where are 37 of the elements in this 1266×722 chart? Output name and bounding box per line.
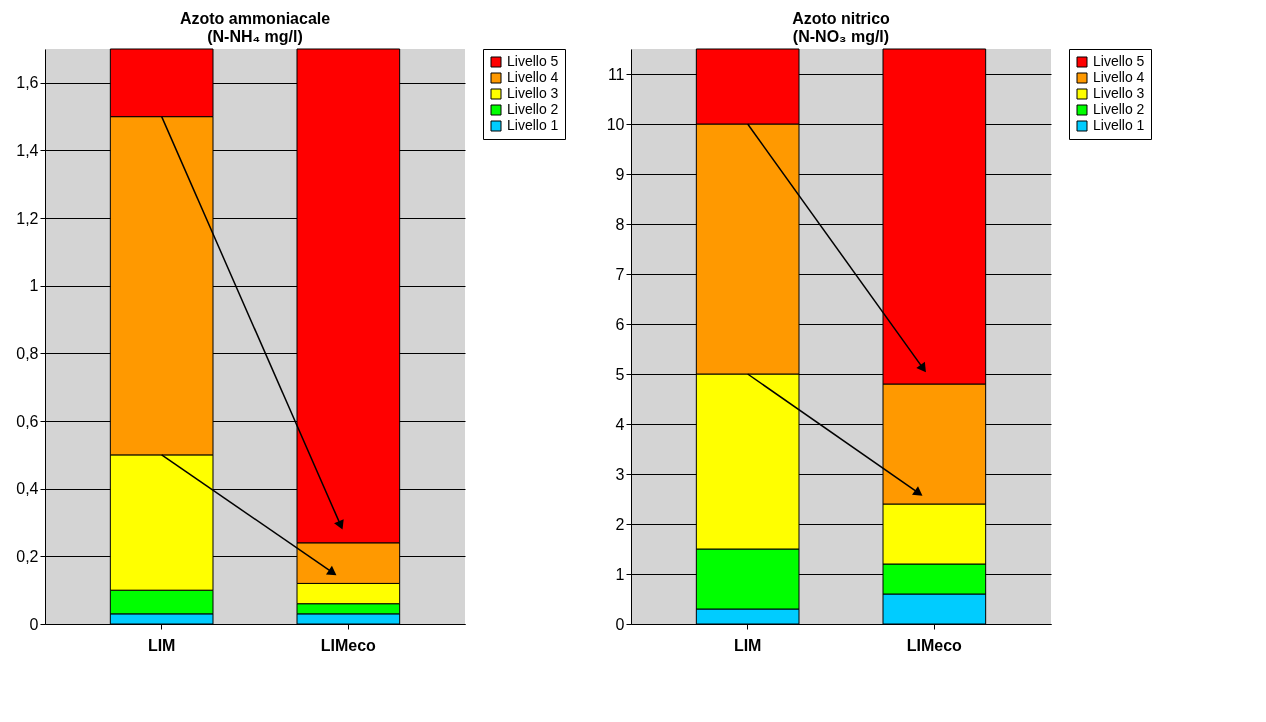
legend-label: Livello 2 xyxy=(507,101,559,117)
y-tick-label: 1,2 xyxy=(16,209,39,227)
legend-label: Livello 4 xyxy=(507,69,559,85)
legend-label: Livello 4 xyxy=(1093,69,1145,85)
y-tick-label: 4 xyxy=(615,415,625,433)
legend-label: Livello 3 xyxy=(1093,85,1145,101)
chart-title: Azoto nitrico (N-NO₃ mg/l) xyxy=(792,9,891,45)
x-tick-label: LIM xyxy=(733,636,762,654)
y-tick-label: 8 xyxy=(615,215,625,233)
y-tick-label: 0,6 xyxy=(16,412,39,430)
y-tick-label: 11 xyxy=(607,65,625,83)
legend-label: Livello 5 xyxy=(1093,53,1145,69)
legend-label: Livello 3 xyxy=(507,85,559,101)
legend-label: Livello 2 xyxy=(1093,101,1145,117)
y-tick-label: 1 xyxy=(29,277,39,295)
y-tick-label: 1,4 xyxy=(16,141,39,159)
legend-label: Livello 1 xyxy=(1093,117,1145,133)
chart-title: Azoto ammoniacale (N-NH₄ mg/l) xyxy=(179,9,331,45)
y-tick-label: 10 xyxy=(606,115,625,133)
y-tick-label: 1,6 xyxy=(16,74,39,92)
y-tick-label: 3 xyxy=(615,465,625,483)
y-tick-label: 5 xyxy=(615,365,625,383)
y-tick-label: 0 xyxy=(615,615,625,633)
legend-label: Livello 1 xyxy=(507,117,559,133)
x-tick-label: LIM xyxy=(147,636,176,654)
y-tick-label: 0,2 xyxy=(16,547,39,565)
y-tick-label: 0,8 xyxy=(16,344,39,362)
y-tick-label: 0 xyxy=(29,615,39,633)
x-tick-label: LIMeco xyxy=(906,636,963,654)
y-tick-label: 7 xyxy=(615,265,625,283)
y-tick-label: 0,4 xyxy=(16,480,39,498)
y-tick-label: 2 xyxy=(615,515,625,533)
y-tick-label: 9 xyxy=(615,165,625,183)
y-tick-label: 6 xyxy=(615,315,625,333)
x-tick-label: LIMeco xyxy=(320,636,377,654)
y-tick-label: 1 xyxy=(615,565,625,583)
legend-label: Livello 5 xyxy=(507,53,559,69)
